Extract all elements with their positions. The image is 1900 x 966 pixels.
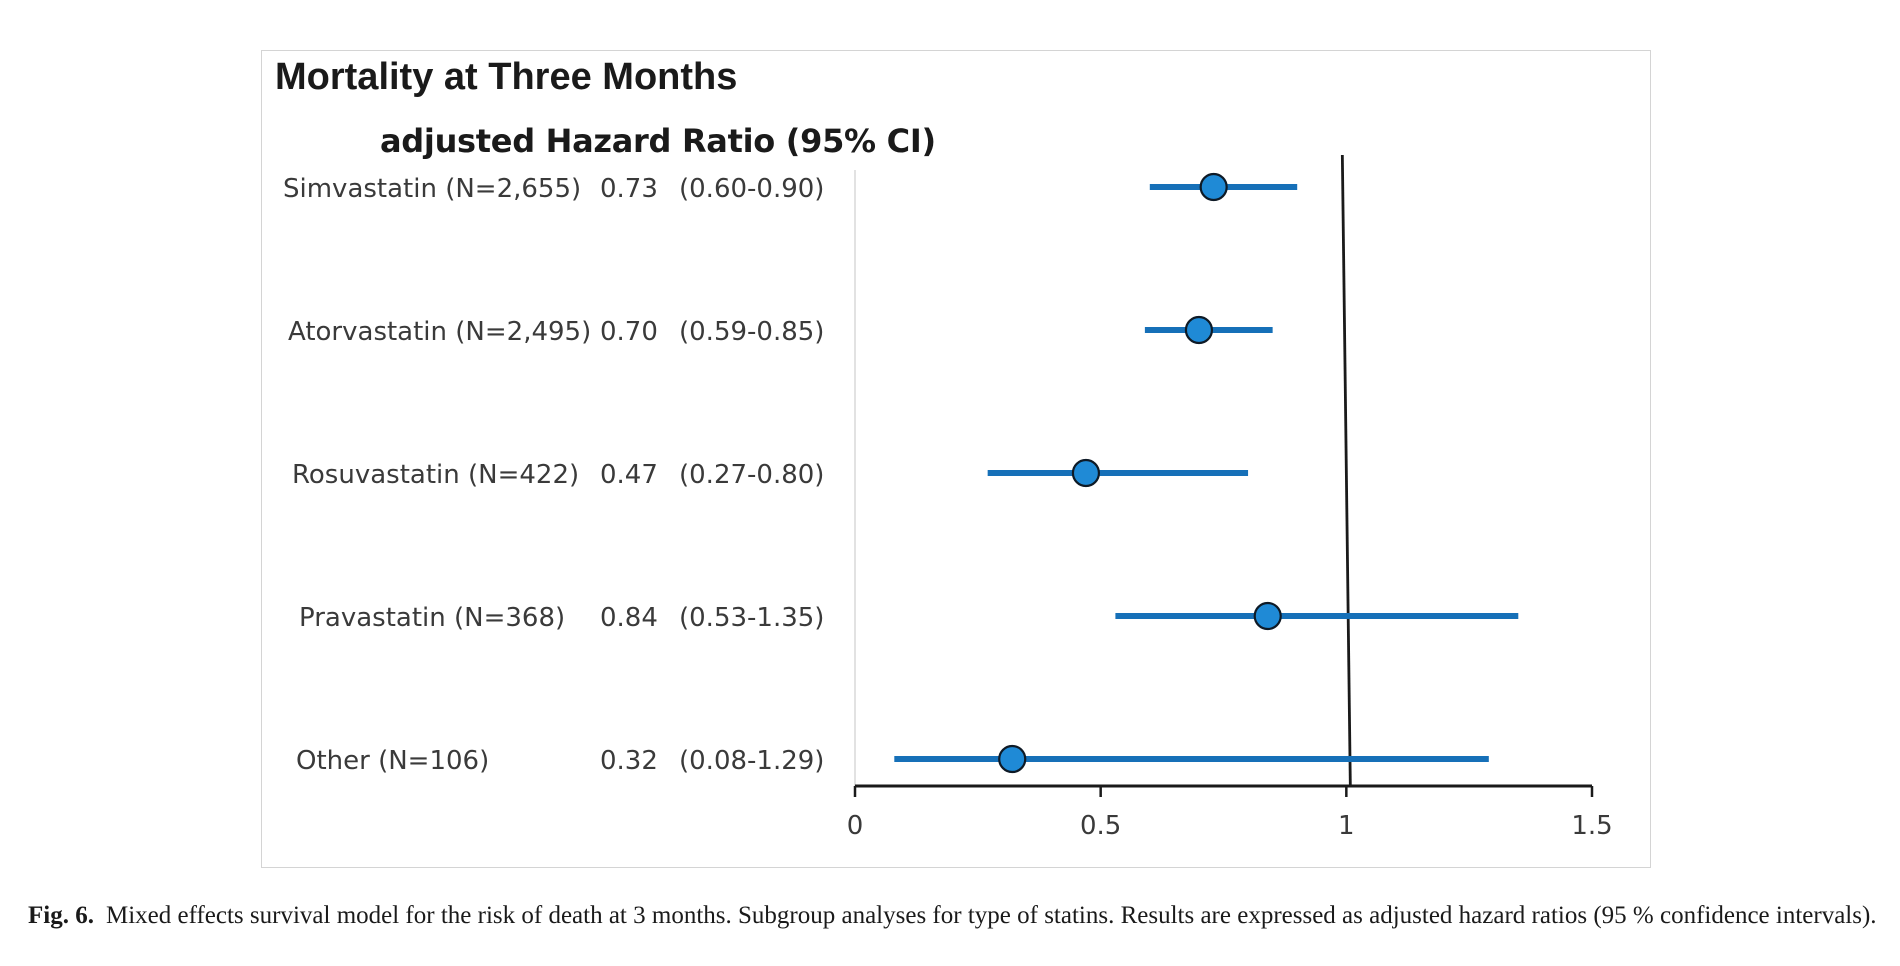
- column-header: adjusted Hazard Ratio (95% CI): [380, 122, 936, 160]
- row-hr-other: 0.32: [600, 746, 658, 776]
- row-label-other: Other (N=106): [296, 746, 490, 776]
- row-hr-simvastatin: 0.73: [600, 174, 658, 204]
- caption-text: Mixed effects survival model for the ris…: [105, 902, 1877, 929]
- row-label-pravastatin: Pravastatin (N=368): [299, 603, 566, 633]
- row-ci-simvastatin: (0.60-0.90): [679, 174, 825, 204]
- row-hr-rosuvastatin: 0.47: [600, 460, 658, 490]
- row-ci-pravastatin: (0.53-1.35): [679, 603, 825, 633]
- row-label-simvastatin: Simvastatin (N=2,655): [283, 174, 582, 204]
- row-label-atorvastatin: Atorvastatin (N=2,495): [288, 317, 592, 347]
- row-ci-rosuvastatin: (0.27-0.80): [679, 460, 825, 490]
- row-ci-other: (0.08-1.29): [679, 746, 825, 776]
- row-hr-atorvastatin: 0.70: [600, 317, 658, 347]
- caption-label: Fig. 6.: [28, 902, 94, 929]
- figure-frame: [261, 50, 1651, 868]
- figure-caption: Fig. 6. Mixed effects survival model for …: [28, 900, 1878, 933]
- row-ci-atorvastatin: (0.59-0.85): [679, 317, 825, 347]
- row-label-rosuvastatin: Rosuvastatin (N=422): [292, 460, 580, 490]
- chart-title: Mortality at Three Months: [275, 56, 738, 98]
- row-hr-pravastatin: 0.84: [600, 603, 658, 633]
